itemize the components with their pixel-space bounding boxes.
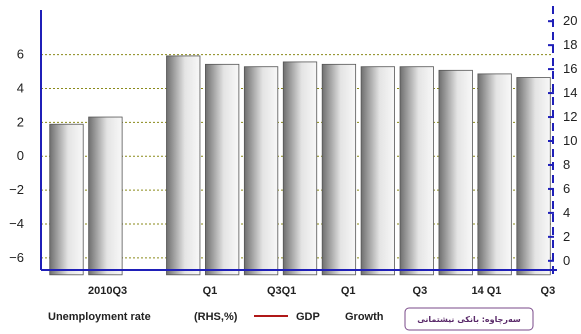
bar-11 [438,69,473,276]
bar-2 [88,116,123,276]
source-badge: سەرچاوە: بانکی نیشتمانی [404,307,534,331]
bar-8 [321,63,357,276]
x-tick-label: Q3 [541,285,556,297]
right-tick-label: 4 [563,205,570,220]
left-tick-label: 6 [17,47,24,62]
left-tick-label: 4 [17,81,24,96]
bar-6 [243,66,279,276]
left-tick-label: −2 [9,182,24,197]
left-tick-label: −6 [9,250,24,265]
x-tick-label: Q1 [341,285,356,297]
legend-growth-label: Growth [345,311,384,323]
bar-13 [516,77,551,276]
legend: Unemployment rate (RHS,%) GDP Growth [48,311,384,323]
legend-gdp-label: GDP [296,311,320,323]
x-tick-label: Q1 [203,285,218,297]
bar-7 [282,61,318,276]
source-label: سەرچاوە: بانکی نیشتمانی [417,315,521,324]
x-tick-label: 2010Q3 [88,285,127,297]
bar-12 [477,73,512,276]
right-tick-label: 2 [563,229,570,244]
right-tick-label: 10 [563,133,577,148]
x-axis-ticks: 2010Q3 Q1 Q3Q1 Q1 Q3 14 Q1 Q3 [88,285,555,297]
right-tick-label: 16 [563,61,577,76]
legend-unemployment-label: Unemployment rate [48,311,151,323]
left-tick-label: −4 [9,216,24,231]
x-tick-label: Q3 [413,285,428,297]
right-tick-label: 6 [563,181,570,196]
bar-4 [166,55,201,276]
bar-10 [399,66,434,276]
left-tick-label: 2 [17,114,24,129]
right-tick-label: 14 [563,85,577,100]
right-tick-label: 18 [563,37,577,52]
right-tick-label: 20 [563,13,577,28]
x-tick-label: Q3Q1 [267,285,296,297]
right-axis-ticks: 0 2 4 6 8 10 12 14 16 18 20 [548,13,577,268]
right-tick-label: 8 [563,157,570,172]
x-tick-label: 14 Q1 [471,285,501,297]
right-tick-label: 0 [563,253,570,268]
legend-rhs-label: (RHS,%) [194,311,238,323]
left-tick-label: 0 [17,148,24,163]
bar-9 [360,66,395,276]
bar-5 [205,63,240,276]
bar-1 [49,123,84,276]
right-tick-label: 12 [563,109,577,124]
left-axis-ticks: −6 −4 −2 0 2 4 6 [9,47,24,265]
bars [49,55,551,276]
